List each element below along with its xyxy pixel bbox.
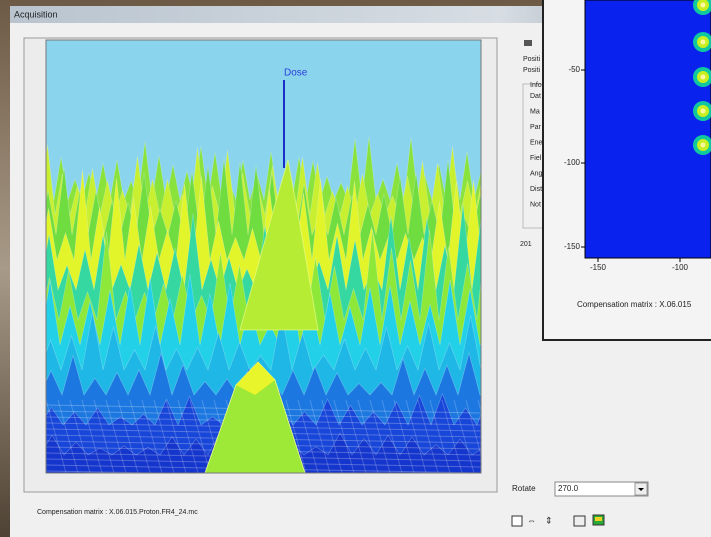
heatmap: [585, 0, 711, 258]
position-label: Positi: [523, 67, 541, 74]
window-title: Acquisition: [14, 9, 58, 19]
hotspot-center: [701, 40, 706, 45]
hotspot-center: [701, 3, 706, 8]
hotspot-center: [701, 143, 706, 148]
info-field: Not: [530, 201, 541, 208]
dose-label: Dose: [284, 68, 308, 79]
tool-button[interactable]: [574, 516, 585, 526]
info-field: Fiel: [530, 155, 542, 162]
info-field: Ene: [530, 139, 543, 146]
hotspot-center: [701, 109, 706, 114]
tool-button[interactable]: [512, 516, 522, 526]
info-field: Ang: [530, 170, 543, 177]
position-label: Positi: [523, 56, 541, 63]
page: Acquisition Dose Compensation matrix : X…: [0, 0, 711, 537]
info-field: Ma: [530, 108, 540, 115]
y-tick-label: -100: [564, 158, 581, 167]
rotate-label: Rotate: [512, 484, 536, 493]
info-field: Dist: [530, 186, 542, 193]
tool-icon[interactable]: ⇕: [545, 515, 553, 525]
tool-icon: [595, 517, 602, 521]
info-field: Par: [530, 124, 542, 131]
x-tick-label: -150: [590, 263, 607, 272]
rotate-value: 270.0: [558, 484, 579, 493]
overlay-caption: Compensation matrix : X.06.015: [577, 300, 692, 309]
screen: Acquisition Dose Compensation matrix : X…: [0, 0, 711, 537]
x-tick-label: -100: [672, 263, 689, 272]
hotspot-center: [701, 75, 706, 80]
overlay-window: Compensation matrix : X.06.015 -50 -100 -1…: [543, 0, 711, 340]
camera-icon: [524, 40, 532, 46]
plot-caption: Compensation matrix : X.06.015.Proton.FR…: [37, 509, 198, 516]
y-tick-label: -50: [568, 65, 580, 74]
info-field: Dat: [530, 93, 541, 100]
info-group-title: Info: [530, 82, 542, 89]
tool-icon[interactable]: ⇔: [527, 515, 536, 525]
plot-3d: [40, 40, 499, 480]
info-date: 201: [520, 241, 532, 248]
y-tick-label: -150: [564, 242, 581, 251]
